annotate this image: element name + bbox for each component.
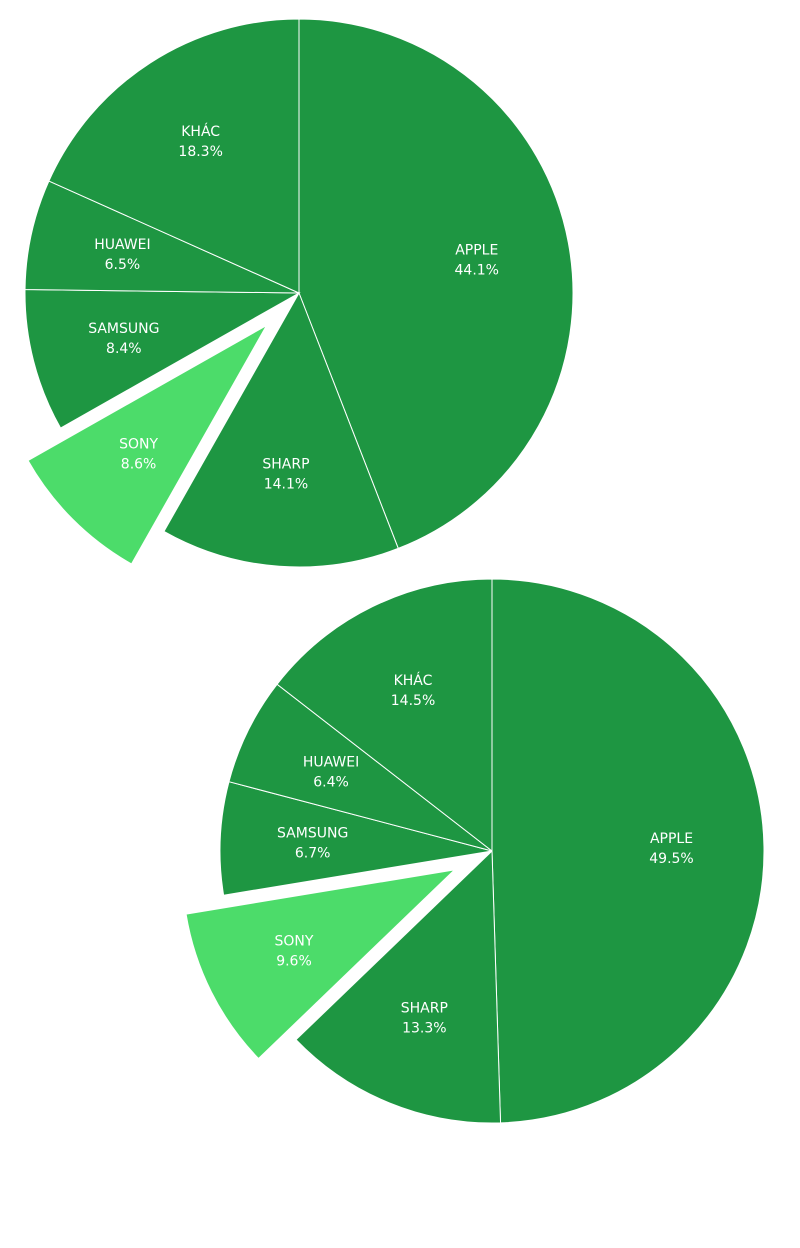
- slice-label-sharp: SHARP: [262, 456, 309, 472]
- slice-value-apple: 44.1%: [455, 263, 499, 279]
- pie-slice-khac: [276, 578, 493, 853]
- slice-value-samsung: 6.7%: [295, 846, 331, 862]
- slice-value-sony: 8.6%: [121, 456, 157, 472]
- pie-slice-khac: [48, 18, 300, 294]
- slice-label-khac: KHÁC: [394, 672, 433, 689]
- pie-chart-2: APPLE 49.5% SHARP 13.3% SONY 9.6% SAMSUNG 6.7% H…: [185, 578, 765, 1124]
- pie-slice-samsung: [219, 781, 493, 896]
- slice-label-khac: KHÁC: [181, 123, 220, 140]
- slice-value-huawei: 6.5%: [105, 257, 141, 273]
- pie-slice-sony: [27, 324, 268, 565]
- slice-value-apple: 49.5%: [649, 851, 693, 867]
- slice-label-apple: APPLE: [455, 243, 498, 259]
- pie-chart-1: APPLE 44.1% SHARP 14.1% SONY 8.6% SAMSUNG 8.4% H…: [24, 18, 574, 568]
- slice-value-khac: 18.3%: [178, 144, 222, 160]
- pie-slice-samsung: [24, 289, 301, 429]
- slice-label-sony: SONY: [119, 436, 158, 452]
- pie-slice-sharp: [163, 291, 399, 568]
- slice-label-sharp: SHARP: [401, 1000, 448, 1016]
- slice-label-apple: APPLE: [650, 831, 693, 847]
- slice-label-huawei: HUAWEI: [303, 755, 359, 771]
- slice-value-khac: 14.5%: [391, 693, 435, 709]
- pie-slice-huawei: [24, 180, 300, 294]
- slice-value-sharp: 13.3%: [402, 1020, 446, 1036]
- pie-slice-sony: [185, 869, 456, 1060]
- slice-value-samsung: 8.4%: [106, 341, 142, 357]
- slice-label-samsung: SAMSUNG: [88, 321, 159, 337]
- slice-label-samsung: SAMSUNG: [277, 826, 348, 842]
- slice-label-huawei: HUAWEI: [94, 237, 150, 253]
- slice-label-sony: SONY: [275, 933, 314, 949]
- pie-slice-apple: [298, 18, 574, 550]
- slice-value-huawei: 6.4%: [313, 775, 349, 791]
- pie-slice-apple: [491, 578, 765, 1124]
- pie-slice-sharp: [295, 849, 502, 1124]
- slice-value-sony: 9.6%: [276, 953, 312, 969]
- slice-value-sharp: 14.1%: [264, 476, 308, 492]
